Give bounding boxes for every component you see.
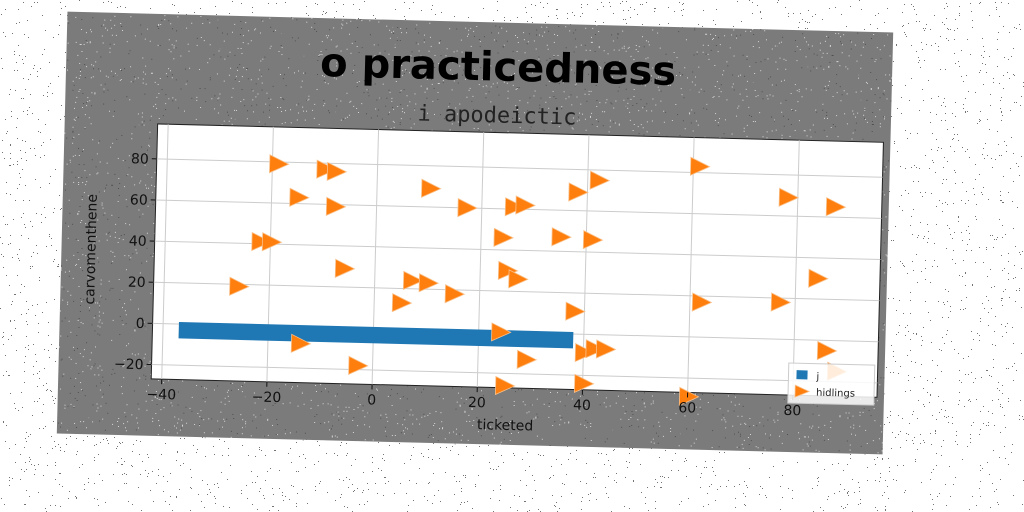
- scatter-point: [418, 273, 440, 293]
- scatter-point: [551, 227, 572, 247]
- legend-label-bar: j: [815, 372, 819, 383]
- scatter-point: [568, 182, 589, 202]
- scatter-point: [573, 373, 595, 394]
- scatter-point: [290, 333, 312, 353]
- bar-j: [178, 321, 574, 349]
- x-grid-line: [161, 124, 169, 380]
- scatter-point: [689, 156, 711, 176]
- scatter-point: [565, 301, 586, 321]
- x-grid-line: [687, 137, 695, 393]
- y-tick-label: −20: [114, 357, 144, 374]
- scatter-point: [421, 178, 442, 198]
- x-axis-label: ticketed: [477, 417, 534, 434]
- x-tick-label: 0: [367, 392, 376, 408]
- scatter-point: [316, 159, 337, 179]
- y-tick-label: 0: [135, 316, 144, 332]
- y-tick-label: 80: [131, 151, 149, 167]
- x-grid-line: [792, 140, 800, 396]
- scatter-point: [269, 154, 290, 174]
- scatter-point: [508, 269, 529, 289]
- x-tick-label: −40: [146, 387, 176, 404]
- scatter-point: [348, 355, 369, 375]
- scatter-point: [589, 170, 611, 190]
- y-tick-label: 60: [130, 192, 148, 208]
- y-tick-label: 40: [129, 233, 147, 249]
- legend: j hidlings: [787, 362, 876, 406]
- y-grid-line: [153, 281, 880, 302]
- scatter-point: [691, 292, 713, 312]
- legend-swatch-marker: [794, 384, 811, 398]
- scatter-point: [444, 284, 466, 304]
- scatter-point: [770, 292, 792, 312]
- legend-swatch-bar: [796, 370, 808, 380]
- chart-figure: o practicedness i apodeictic −40 −20 0 20 40…: [56, 11, 894, 455]
- scatter-point: [402, 270, 424, 290]
- scatter-point: [778, 187, 800, 207]
- y-axis-ticks: −20 0 20 40 60 80: [114, 151, 157, 374]
- scatter-point: [516, 349, 538, 369]
- y-grid-line: [151, 363, 878, 384]
- chart-title: o practicedness: [320, 40, 677, 95]
- scatter-point: [261, 232, 283, 252]
- y-axis-label: carvomenthene: [82, 194, 101, 305]
- scatter-point: [497, 260, 519, 281]
- bar-series: [178, 321, 574, 349]
- scatter-point: [491, 322, 512, 342]
- legend-label-marker: hidlings: [816, 388, 855, 400]
- scatter-point: [494, 375, 516, 396]
- x-tick-label: 20: [468, 395, 486, 411]
- scatter-point: [825, 197, 847, 217]
- scatter-point: [391, 293, 413, 313]
- scatter-point: [457, 198, 478, 218]
- legend-box: [787, 362, 876, 406]
- x-tick-label: −20: [252, 389, 282, 406]
- scatter-point: [515, 195, 536, 215]
- scatter-point: [574, 342, 596, 363]
- scatter-point: [493, 227, 515, 247]
- scatter-point: [678, 386, 700, 406]
- scatter-point: [808, 268, 829, 288]
- scatter-point: [229, 276, 250, 296]
- scatter-point: [582, 229, 604, 250]
- scatter-point: [326, 161, 348, 182]
- x-tick-label: 60: [678, 400, 696, 416]
- y-tick-label: 20: [128, 275, 146, 291]
- x-tick-label: 80: [783, 403, 801, 419]
- scatter-point: [816, 340, 838, 361]
- chart-subtitle: i apodeictic: [417, 102, 577, 131]
- scatter-point: [585, 339, 606, 359]
- scatter-point: [289, 187, 310, 207]
- scatter-point: [325, 196, 347, 216]
- x-tick-label: 40: [573, 398, 591, 414]
- scatter-point: [595, 339, 617, 359]
- scatter-point: [504, 197, 526, 217]
- scatter-point: [334, 258, 356, 278]
- scatter-point: [251, 231, 272, 252]
